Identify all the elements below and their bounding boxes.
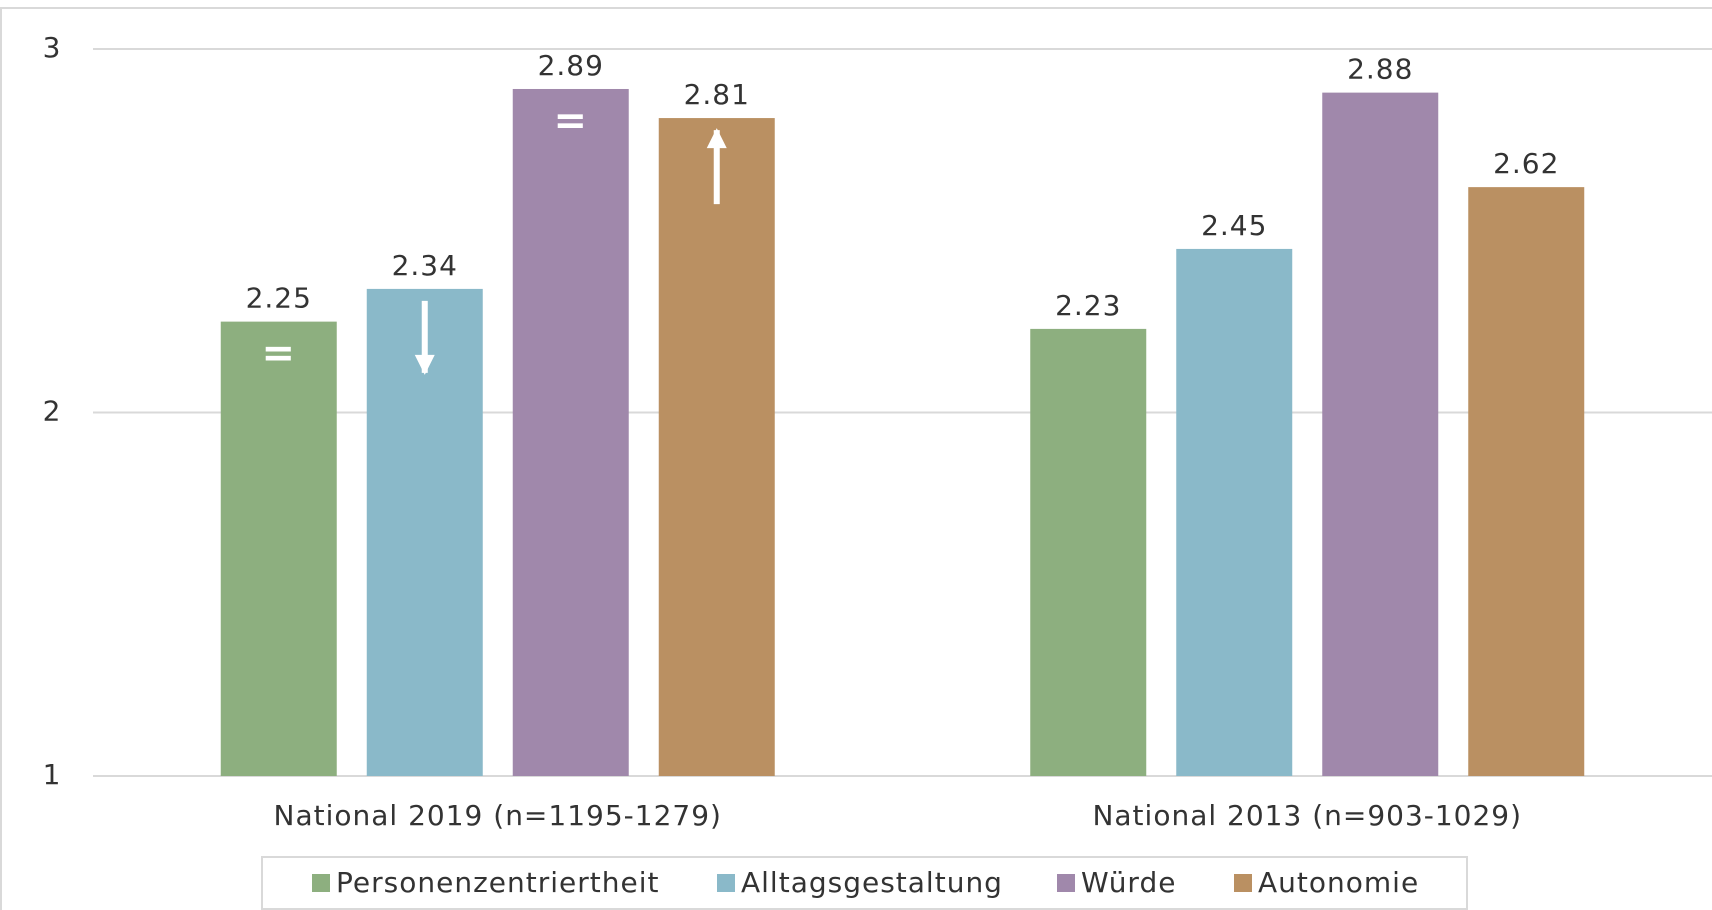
bar [512, 88, 629, 777]
legend-box [261, 856, 1468, 910]
bar [1322, 92, 1439, 777]
y-tick-label: 3 [43, 31, 62, 64]
legend-label: Würde [1081, 866, 1176, 899]
bar [658, 118, 775, 776]
bar [220, 321, 337, 776]
data-label: 2.23 [1055, 289, 1121, 322]
data-label: 2.62 [1493, 147, 1559, 180]
legend-swatch [717, 874, 735, 892]
x-tick-label: National 2019 (n=1195-1279) [274, 799, 722, 832]
bar [1030, 328, 1147, 776]
arrow-head [414, 354, 435, 375]
bar [1176, 248, 1293, 777]
data-label: 2.89 [538, 49, 604, 82]
legend-label: Autonomie [1258, 866, 1419, 899]
bar [1468, 187, 1585, 776]
legend-label: Personenzentriertheit [336, 866, 659, 899]
y-tick-label: 1 [43, 758, 62, 791]
x-tick-label: National 2013 (n=903-1029) [1092, 799, 1522, 832]
data-label: 2.34 [392, 249, 458, 282]
y-tick-label: 2 [43, 395, 62, 428]
legend-swatch [312, 874, 330, 892]
annotation: = [553, 98, 588, 144]
data-label: 2.25 [246, 282, 312, 315]
data-label: 2.88 [1347, 53, 1413, 86]
chart-border [0, 7, 1712, 910]
legend-swatch [1234, 874, 1252, 892]
arrow-head [706, 128, 727, 149]
data-label: 2.81 [684, 78, 750, 111]
annotation: = [261, 331, 296, 377]
legend-swatch [1057, 874, 1075, 892]
data-label: 2.45 [1201, 209, 1267, 242]
legend-label: Alltagsgestaltung [741, 866, 1003, 899]
